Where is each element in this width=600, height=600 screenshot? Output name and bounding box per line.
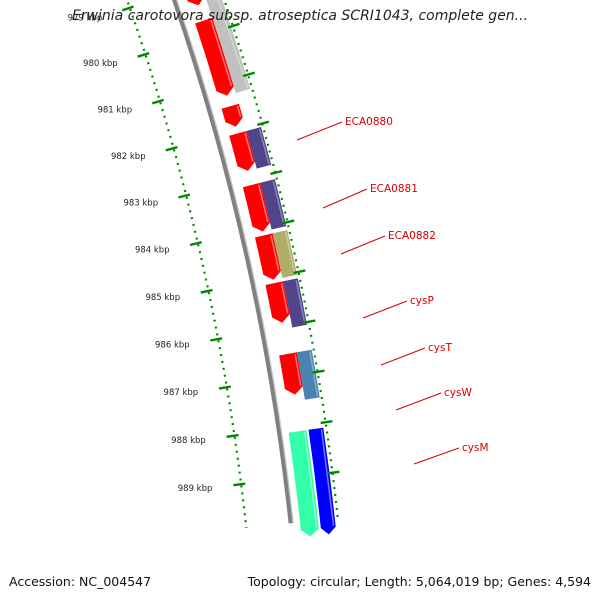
kbp-tick-inner xyxy=(210,337,223,342)
kbp-tick-inner xyxy=(189,241,202,247)
gene-label-leader xyxy=(395,392,442,411)
kbp-tick-outer xyxy=(320,420,333,425)
cds-arrow-3 xyxy=(221,103,243,127)
kbp-tick-inner xyxy=(121,5,134,12)
kbp-tick-outer xyxy=(327,470,340,475)
gene-label: ECA0880 xyxy=(345,116,393,128)
cds-arrow-2 xyxy=(195,17,234,96)
kbp-tick-outer xyxy=(282,219,295,225)
gene-label: cysT xyxy=(428,342,452,354)
kbp-tick-outer xyxy=(303,319,316,324)
inner-tick-dot-track xyxy=(125,0,248,529)
kbp-tick-inner xyxy=(165,145,178,152)
gray-feature-box xyxy=(206,0,251,94)
genome-backbone xyxy=(171,0,294,524)
purple-feature-box-2 xyxy=(260,179,287,230)
gene-label-leader xyxy=(296,121,343,141)
cds-arrow-6 xyxy=(255,233,281,280)
kbp-tick-label: 980 kbp xyxy=(83,59,118,69)
cds-arrow-7 xyxy=(265,281,290,323)
kbp-tick-outer xyxy=(256,120,270,127)
purple-feature-box-1 xyxy=(246,127,272,169)
kbp-tick-inner xyxy=(137,51,150,58)
gene-label: ECA0881 xyxy=(370,183,418,195)
green-feature-arrow xyxy=(288,430,319,537)
kbp-tick-label: 984 kbp xyxy=(135,246,170,256)
cds-arrow-1 xyxy=(187,0,203,6)
kbp-tick-outer xyxy=(293,269,306,275)
kbp-tick-inner xyxy=(218,385,232,390)
kbp-tick-inner xyxy=(151,98,165,105)
kbp-tick-label: 983 kbp xyxy=(123,199,158,209)
kbp-tick-label: 982 kbp xyxy=(111,152,146,162)
kbp-tick-label: 987 kbp xyxy=(164,388,199,398)
gene-label: cysM xyxy=(462,442,489,454)
kbp-tick-inner xyxy=(200,288,213,294)
kbp-tick-inner xyxy=(233,482,246,487)
steel-blue-feature-box xyxy=(296,349,320,400)
kbp-tick-label: 981 kbp xyxy=(97,105,132,115)
kbp-tick-label: 989 kbp xyxy=(178,484,213,494)
map-title: Erwinia carotovora subsp. atroseptica SC… xyxy=(71,8,529,24)
cds-arrow-8 xyxy=(279,352,303,395)
genome-summary-label: Topology: circular; Length: 5,064,019 bp… xyxy=(247,574,591,589)
kbp-tick-label: 985 kbp xyxy=(145,293,180,303)
gene-label-leader xyxy=(413,447,460,465)
gene-label-leader xyxy=(362,300,408,319)
kbp-tick-inner xyxy=(178,193,191,199)
blue-feature-arrow xyxy=(308,427,336,535)
kbp-tick-marks: 979 kbp 980 kbp 981 kbp 982 kbp 983 kbp 984 k… xyxy=(68,5,340,494)
kbp-tick-label: 986 kbp xyxy=(155,341,190,351)
gene-label-leader xyxy=(340,235,386,255)
gene-label: cysW xyxy=(444,387,472,399)
backbone-highlight xyxy=(176,0,294,524)
cds-arrow-4 xyxy=(229,131,255,171)
kbp-tick-label: 979 kbp xyxy=(68,13,103,23)
kbp-tick-outer xyxy=(227,22,240,29)
purple-feature-box-3 xyxy=(283,278,307,328)
kbp-tick-outer xyxy=(242,71,256,78)
gene-label: cysP xyxy=(410,295,434,307)
cds-arrow-5 xyxy=(242,182,270,232)
kbp-tick-inner xyxy=(226,433,239,438)
kbp-tick-outer xyxy=(270,169,283,176)
gene-label-leader xyxy=(380,347,426,366)
gene-label-leader xyxy=(322,188,368,209)
gene-labels: ECA0880 ECA0881 ECA0882 cysP cysT cysW cysM xyxy=(296,116,489,465)
tick-dot-tracks xyxy=(125,0,339,529)
feature-tracks xyxy=(187,0,336,537)
accession-label: Accession: NC_004547 xyxy=(9,574,152,589)
kbp-tick-outer xyxy=(312,369,325,374)
gene-label: ECA0882 xyxy=(388,230,436,242)
olive-feature-box xyxy=(272,230,298,278)
kbp-tick-label: 988 kbp xyxy=(171,436,206,446)
backbone-line xyxy=(171,0,294,524)
